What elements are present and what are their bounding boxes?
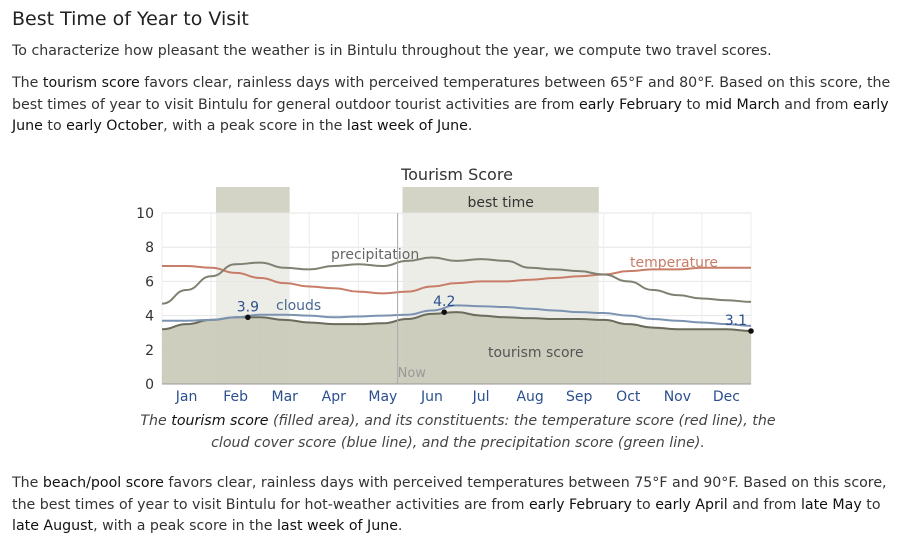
tourism-score-link[interactable]: tourism score: [42, 75, 140, 91]
score-value-label: 4.2: [433, 294, 455, 310]
best-time-band-header: [215, 187, 290, 213]
section-heading: Best Time of Year to Visit: [12, 8, 249, 30]
tourism-score-line: [161, 311, 752, 332]
x-tick-label: Nov: [664, 389, 691, 405]
best-time-label: best time: [467, 195, 533, 211]
y-tick-label: 4: [145, 309, 154, 325]
x-tick-label: Mar: [271, 389, 298, 405]
y-tick-label: 2: [145, 343, 154, 359]
temperature-series-label: temperature: [630, 255, 718, 271]
tourism-paragraph: The tourism score favors clear, rainless…: [12, 75, 891, 134]
clouds-series-label: clouds: [276, 298, 321, 314]
score-value-label: 3.9: [237, 299, 259, 315]
temperature-line: [161, 265, 751, 295]
score-point: [245, 314, 251, 321]
tourism-score-series-label: tourism score: [488, 345, 584, 361]
intro-paragraph: To characterize how pleasant the weather…: [12, 43, 772, 59]
now-label: Now: [398, 366, 427, 381]
y-tick-label: 10: [136, 206, 154, 222]
score-point: [441, 309, 448, 315]
x-tick-label: Jun: [420, 389, 443, 405]
y-tick-label: 8: [145, 240, 154, 256]
best-time-band-header: [402, 187, 599, 213]
x-tick-label: Sep: [566, 389, 593, 405]
chart-caption: The tourism score (filled area), and its…: [140, 413, 776, 451]
x-tick-label: May: [368, 389, 397, 405]
precipitation-line: [161, 256, 752, 305]
x-tick-label: Jul: [472, 389, 490, 405]
y-tick-label: 0: [145, 377, 154, 393]
x-tick-label: Jan: [175, 389, 198, 405]
clouds-line: [161, 304, 752, 327]
x-tick-label: Aug: [516, 389, 543, 405]
x-tick-label: Apr: [322, 389, 346, 405]
beach-paragraph: The beach/pool score favors clear, rainl…: [12, 475, 887, 534]
x-tick-label: Dec: [713, 389, 740, 405]
chart-title: Tourism Score: [401, 165, 513, 184]
precipitation-series-label: precipitation: [331, 247, 419, 263]
beach-score-link[interactable]: beach/pool score: [42, 475, 164, 491]
tourism-score-area: [162, 312, 751, 384]
y-tick-label: 6: [145, 274, 154, 290]
x-tick-label: Feb: [223, 389, 248, 405]
x-tick-label: Oct: [616, 389, 641, 405]
score-point: [748, 328, 754, 334]
score-value-label: 3.1: [725, 313, 747, 329]
